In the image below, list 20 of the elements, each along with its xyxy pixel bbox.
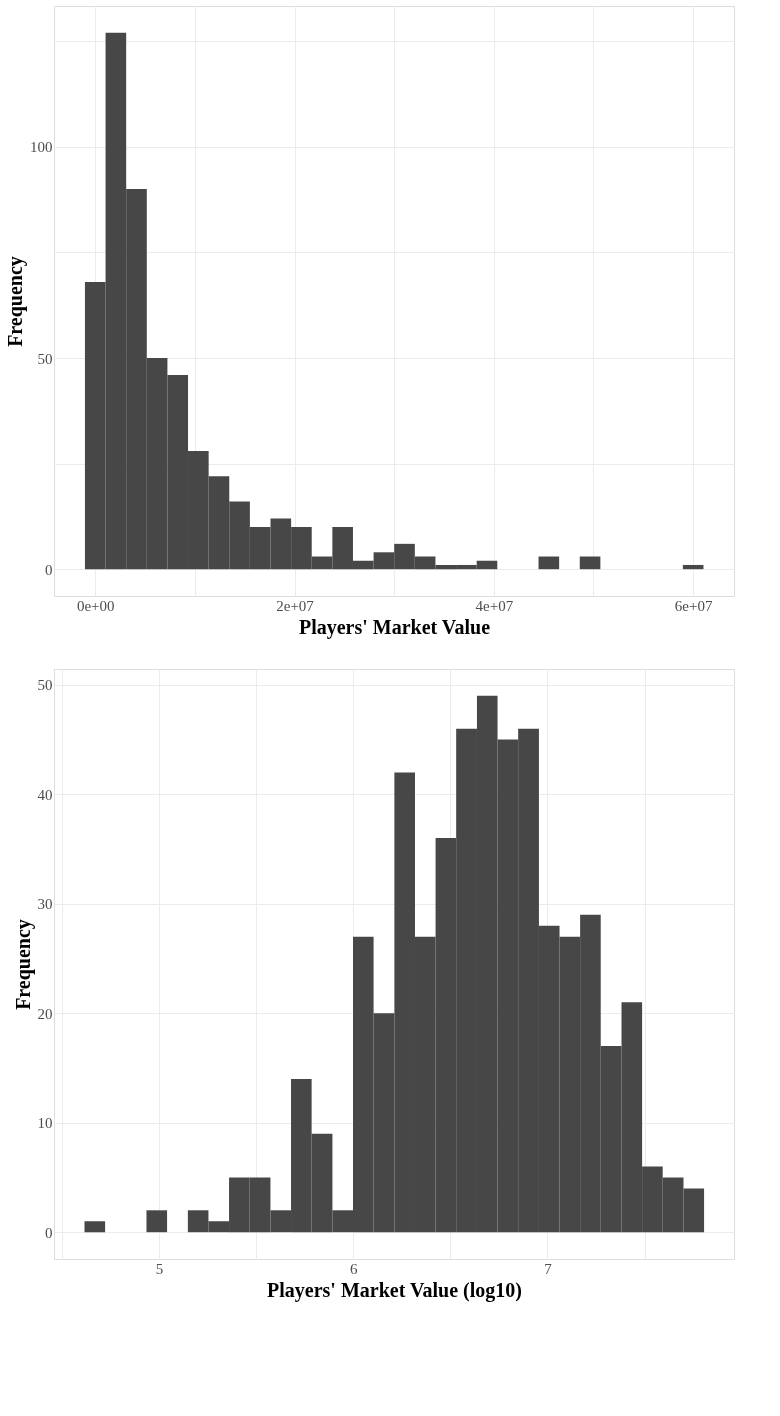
x-tick-label: 6e+07 xyxy=(674,597,713,614)
y-tick-label: 100 xyxy=(30,139,53,156)
y-tick-label: 50 xyxy=(37,350,53,367)
y-tick-label: 20 xyxy=(37,1005,53,1022)
x-tick-label: 0e+00 xyxy=(76,597,115,614)
x-tick-label: 6 xyxy=(349,1260,358,1277)
y-tick-label: 30 xyxy=(37,896,53,913)
x-tick-label: 4e+07 xyxy=(475,597,514,614)
x-tick-label: 7 xyxy=(544,1260,553,1277)
y-tick-label: 0 xyxy=(45,1224,53,1241)
x-axis-title: Players' Market Value xyxy=(298,615,491,639)
x-axis-title: Players' Market Value (log10) xyxy=(267,1278,522,1302)
y-tick-label: 10 xyxy=(37,1115,53,1132)
y-tick-label: 50 xyxy=(37,677,53,694)
y-axis-title: Frequency xyxy=(4,256,27,347)
y-axis-title: Frequency xyxy=(11,919,35,1010)
y-tick-label: 0 xyxy=(45,561,53,578)
y-tick-label: 40 xyxy=(37,786,53,803)
x-tick-label: 5 xyxy=(155,1260,164,1277)
x-tick-label: 2e+07 xyxy=(276,597,315,614)
